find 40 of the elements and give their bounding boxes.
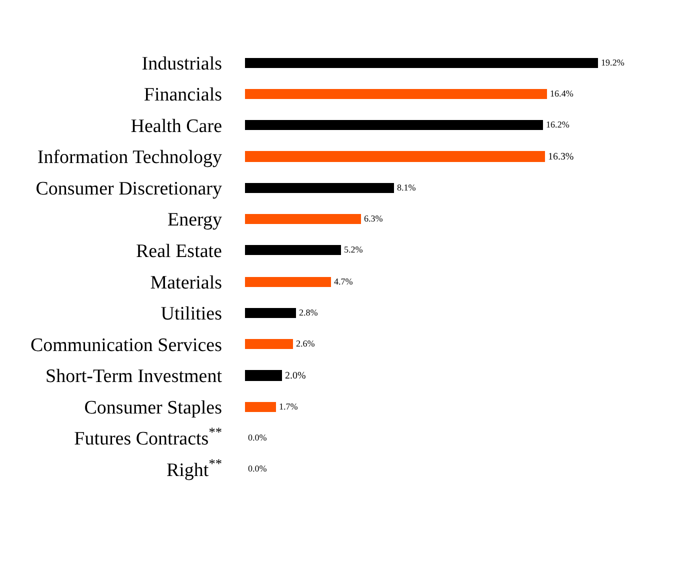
data-label: 0.0% <box>248 432 268 443</box>
y-tick-label: Energy <box>167 210 222 231</box>
bar <box>245 89 547 99</box>
y-tick-label: Consumer Staples <box>84 397 222 418</box>
data-label: 4.7% <box>334 276 354 287</box>
bar <box>245 151 545 162</box>
y-tick-label: Consumer Discretionary <box>36 178 222 200</box>
y-tick-label: Materials <box>150 272 222 294</box>
y-tick-label: Right$^{**}$ <box>166 456 222 482</box>
bar <box>245 245 341 255</box>
data-label: 2.6% <box>296 338 316 349</box>
y-tick-label: Utilities <box>160 304 222 325</box>
data-label: 0.0% <box>248 464 268 474</box>
y-tick-label: Futures Contracts$^{**}$ <box>74 424 222 450</box>
y-tick-label: Industrials <box>142 53 222 74</box>
data-label: 19.2% <box>601 58 625 68</box>
bar <box>245 402 276 412</box>
data-label: 16.2% <box>546 120 570 130</box>
y-tick-label: Financials <box>144 84 222 106</box>
data-label: 2.8% <box>299 308 318 318</box>
bar <box>245 120 543 130</box>
data-label: 2.0% <box>285 370 306 382</box>
bar <box>245 183 394 193</box>
bar <box>245 58 598 68</box>
y-tick-label: Information Technology <box>37 147 222 168</box>
y-tick-label: Communication Services <box>30 334 222 356</box>
bar <box>245 277 331 287</box>
data-label: 16.4% <box>550 88 574 99</box>
bar <box>245 339 293 349</box>
data-label: 5.2% <box>344 244 364 255</box>
data-label: 8.1% <box>397 182 416 193</box>
y-tick-label: Short-Term Investment <box>46 366 223 388</box>
bar <box>245 214 361 224</box>
bar <box>245 308 296 318</box>
bar <box>245 370 282 381</box>
y-tick-label: Health Care <box>130 116 222 137</box>
data-label: 6.3% <box>364 214 384 224</box>
data-label: 16.3% <box>548 151 574 162</box>
data-label: 1.7% <box>279 402 298 412</box>
y-tick-label: Real Estate <box>136 241 222 262</box>
